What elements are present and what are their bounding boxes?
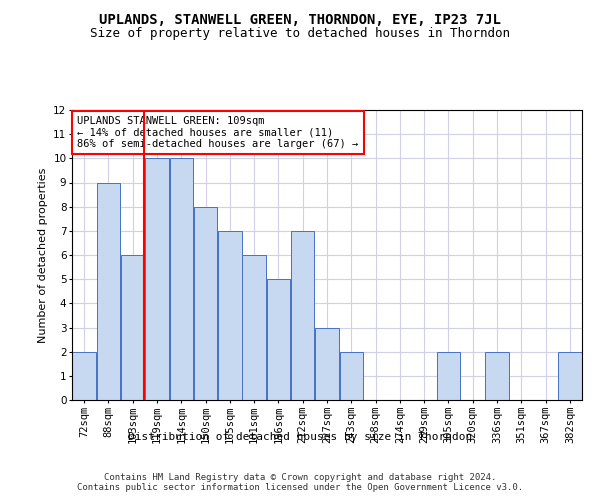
- Bar: [437, 352, 460, 400]
- Bar: [218, 231, 242, 400]
- Bar: [266, 279, 290, 400]
- Text: UPLANDS, STANWELL GREEN, THORNDON, EYE, IP23 7JL: UPLANDS, STANWELL GREEN, THORNDON, EYE, …: [99, 12, 501, 26]
- Bar: [73, 352, 96, 400]
- Bar: [97, 182, 120, 400]
- Y-axis label: Number of detached properties: Number of detached properties: [38, 168, 47, 342]
- Bar: [242, 255, 266, 400]
- Bar: [121, 255, 145, 400]
- Text: Size of property relative to detached houses in Thorndon: Size of property relative to detached ho…: [90, 28, 510, 40]
- Text: UPLANDS STANWELL GREEN: 109sqm
← 14% of detached houses are smaller (11)
86% of : UPLANDS STANWELL GREEN: 109sqm ← 14% of …: [77, 116, 358, 149]
- Bar: [291, 231, 314, 400]
- Bar: [485, 352, 509, 400]
- Bar: [315, 328, 339, 400]
- Text: Distribution of detached houses by size in Thorndon: Distribution of detached houses by size …: [128, 432, 472, 442]
- Text: Contains HM Land Registry data © Crown copyright and database right 2024.
Contai: Contains HM Land Registry data © Crown c…: [77, 472, 523, 492]
- Bar: [170, 158, 193, 400]
- Bar: [145, 158, 169, 400]
- Bar: [340, 352, 363, 400]
- Bar: [194, 206, 217, 400]
- Bar: [558, 352, 581, 400]
